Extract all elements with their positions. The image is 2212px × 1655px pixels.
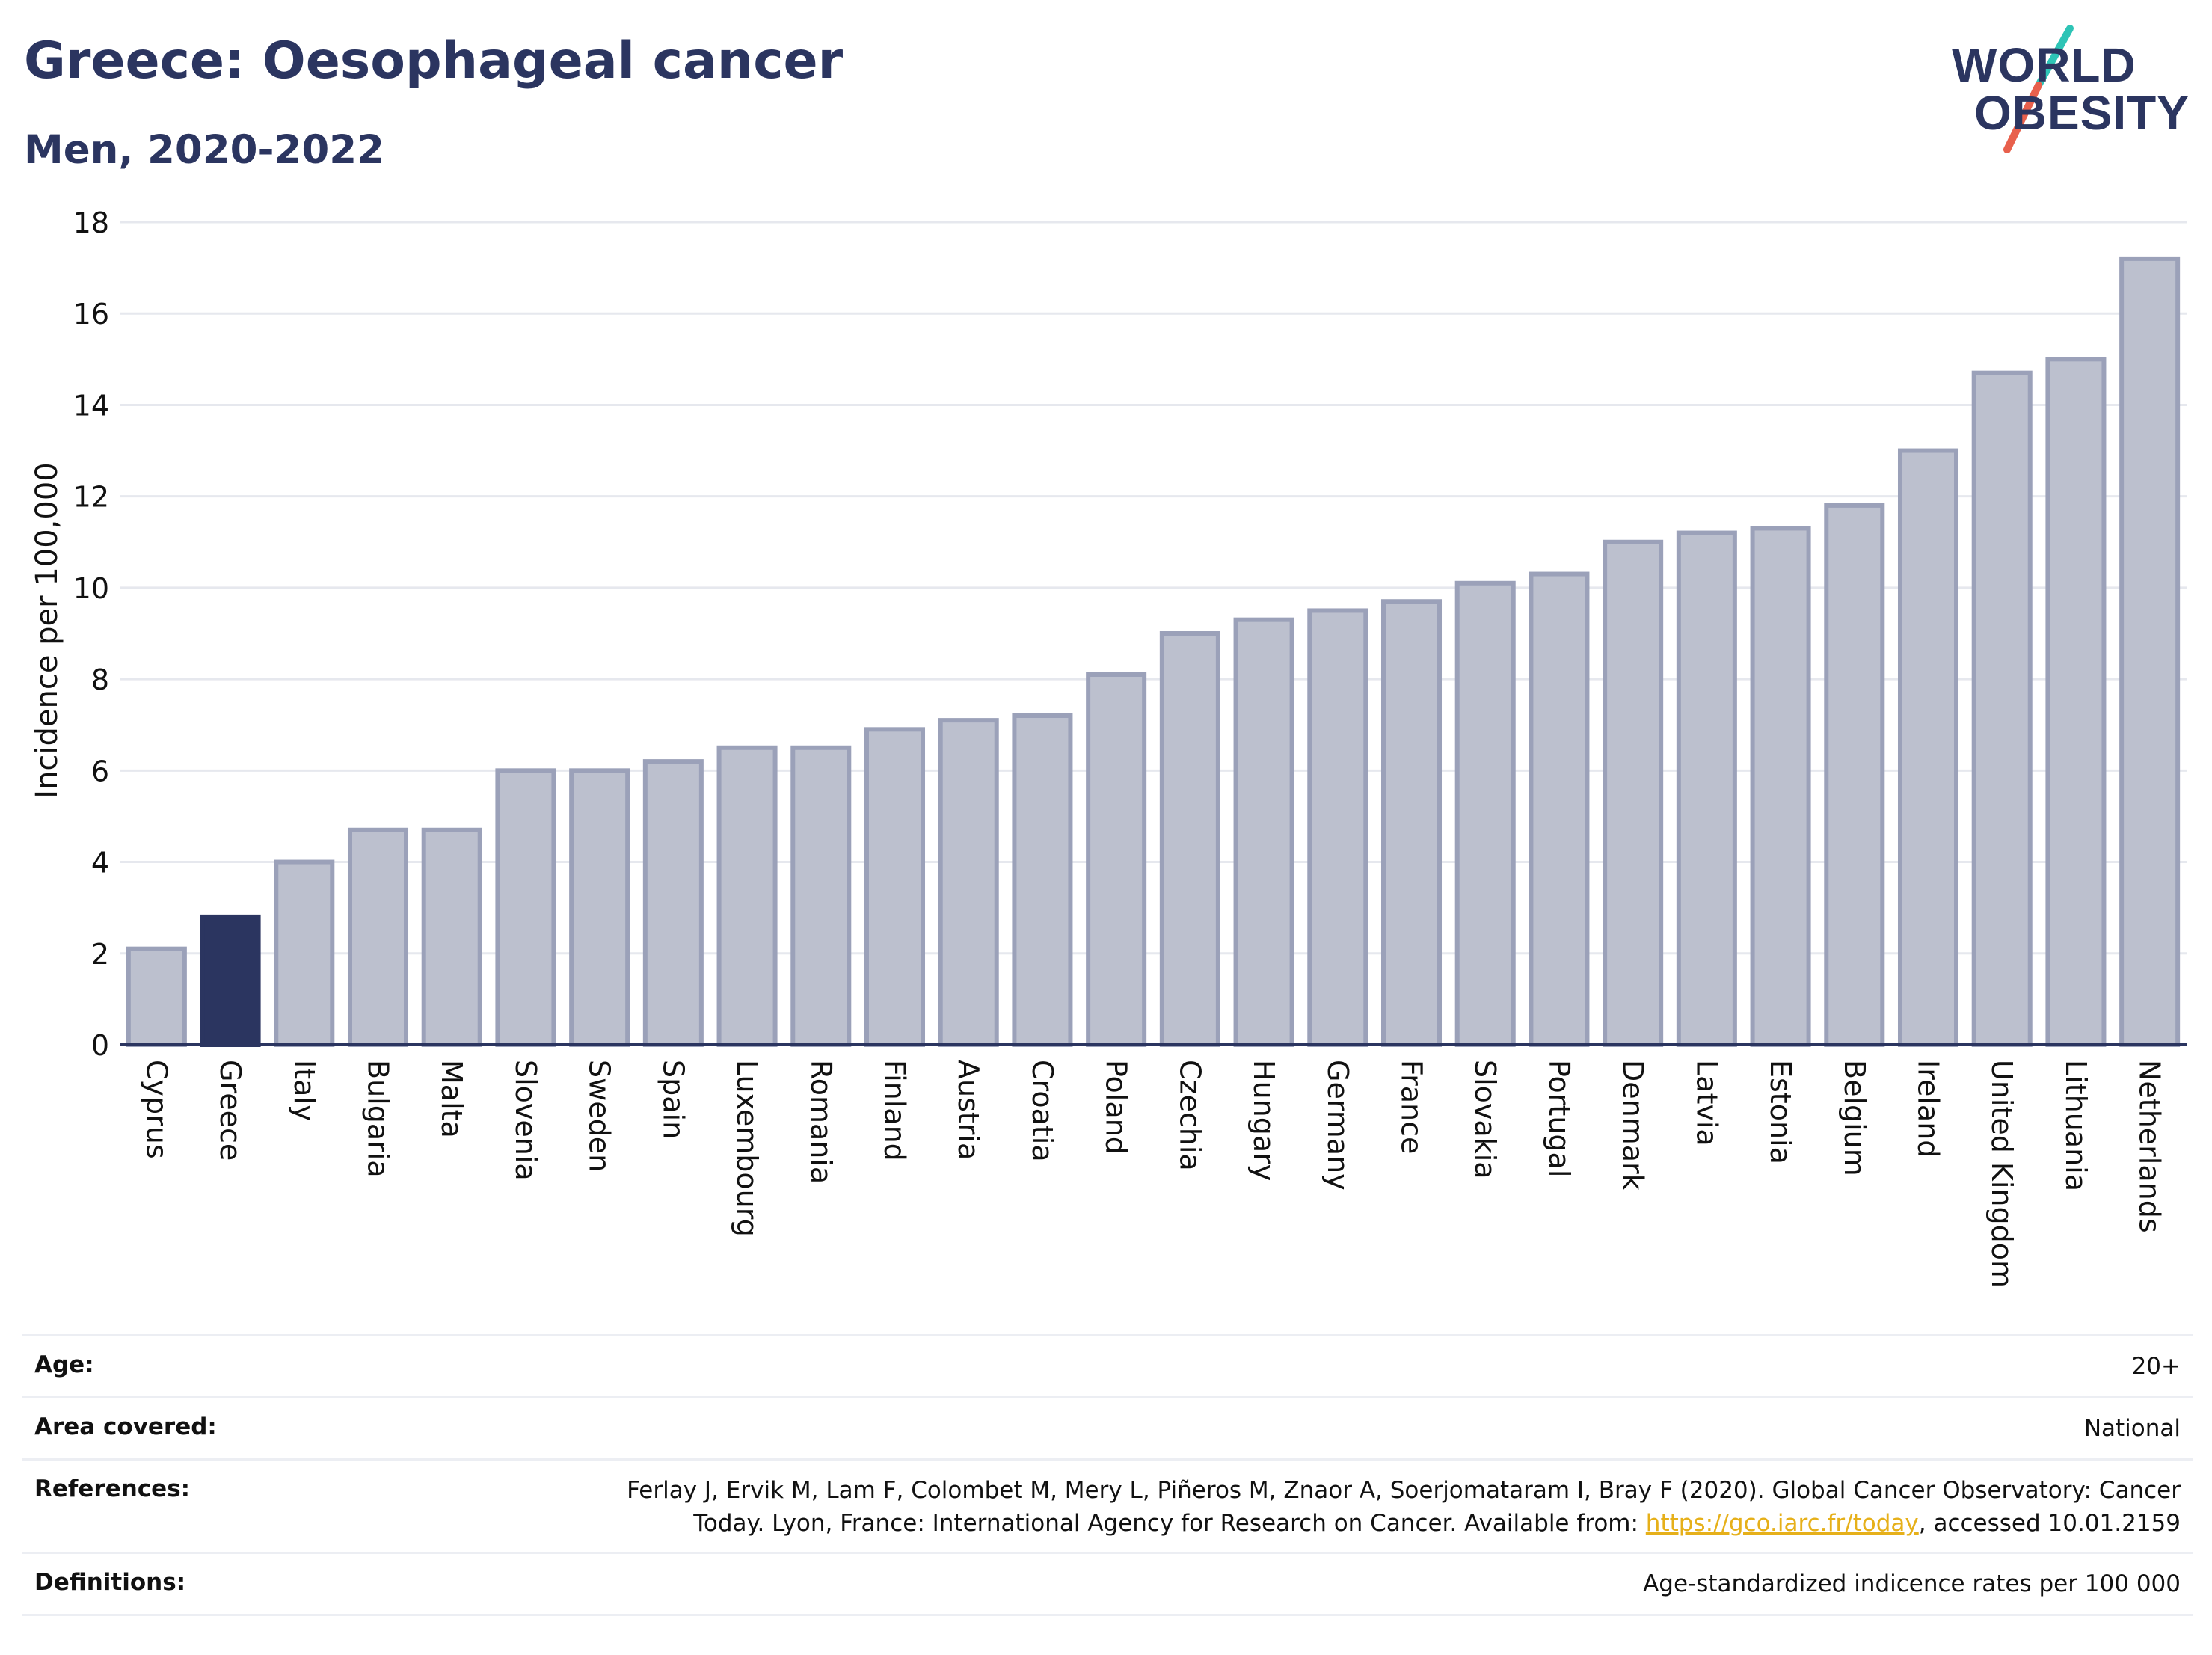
y-tick-label: 4 (91, 847, 109, 879)
bar-finland (864, 727, 926, 1047)
x-tick-label: Finland (879, 1060, 912, 1161)
x-tick-label: Poland (1100, 1060, 1133, 1155)
bars (126, 256, 2181, 1048)
info-row-references: References: Ferlay J, Ervik M, Lam F, Co… (22, 1458, 2193, 1552)
x-tick-label: Luxembourg (731, 1060, 764, 1237)
x-tick-label: Italy (288, 1060, 321, 1121)
logo-line-2: OBESITY (1974, 86, 2190, 140)
info-row-age: Age: 20+ (22, 1334, 2193, 1396)
bar-netherlands (2119, 256, 2181, 1047)
x-tick-label: Austria (952, 1060, 985, 1160)
world-obesity-logo: WORLD OBESITY (1952, 22, 2199, 157)
age-value: 20+ (2131, 1353, 2181, 1380)
bar-ireland (1897, 448, 1959, 1047)
info-row-definitions: Definitions: Age-standardized indicence … (22, 1552, 2193, 1616)
references-line-2-suffix: , accessed 10.01.2159 (1918, 1510, 2181, 1537)
bar-denmark (1603, 539, 1664, 1047)
y-tick-label: 16 (73, 298, 109, 331)
references-label: References: (34, 1476, 191, 1502)
y-tick-label: 14 (73, 389, 109, 422)
area-value: National (2083, 1415, 2181, 1442)
y-tick-label: 6 (91, 755, 109, 787)
info-table: Age: 20+ Area covered: National Referenc… (22, 1334, 2193, 1616)
bar-czechia (1159, 631, 1220, 1047)
bar-cyprus (126, 946, 187, 1047)
bar-romania (790, 745, 852, 1047)
x-tick-label: Malta (435, 1060, 468, 1138)
bar-chart: 0 2 4 6 8 10 12 14 16 18 Cyprus Greece Italy Bulgari… (30, 206, 2187, 1288)
bar-united-kingdom (1971, 370, 2033, 1047)
bar-latvia (1676, 530, 1737, 1047)
bar-greece (200, 914, 261, 1048)
age-label: Age: (34, 1351, 94, 1378)
x-tick-label: Croatia (1026, 1060, 1059, 1162)
bar-croatia (1012, 713, 1073, 1047)
x-tick-label: Cyprus (140, 1060, 173, 1159)
y-axis-label: Incidence per 100,000 (30, 462, 64, 799)
x-tick-label: Czechia (1173, 1060, 1206, 1171)
bar-belgium (1824, 503, 1885, 1047)
area-label: Area covered: (34, 1413, 217, 1440)
x-tick-label: Ireland (1912, 1060, 1945, 1158)
x-tick-label: Slovakia (1469, 1060, 1502, 1179)
bar-sweden (569, 768, 630, 1047)
x-tick-label: Sweden (583, 1060, 616, 1172)
y-axis: 0 2 4 6 8 10 12 14 16 18 (73, 206, 109, 1062)
x-tick-label: Netherlands (2133, 1060, 2166, 1233)
bar-slovenia (495, 768, 556, 1047)
logo-line-1: WORLD (1952, 38, 2136, 92)
x-tick-label: Slovenia (509, 1060, 542, 1181)
bar-italy (274, 859, 335, 1047)
references-line-2-prefix: Today. Lyon, France: International Agenc… (693, 1510, 1646, 1537)
x-tick-label: Belgium (1838, 1060, 1871, 1176)
x-tick-label: Greece (214, 1060, 247, 1161)
references-link[interactable]: https://gco.iarc.fr/today (1645, 1510, 1919, 1537)
x-axis: Cyprus Greece Italy Bulgaria Malta Slovenia Sw… (120, 1043, 2187, 1288)
bar-hungary (1233, 617, 1294, 1047)
x-tick-label: Latvia (1690, 1060, 1723, 1146)
references-value: Ferlay J, Ervik M, Lam F, Colombet M, Me… (627, 1474, 2181, 1540)
y-tick-label: 12 (73, 481, 109, 514)
bar-lithuania (2045, 357, 2107, 1048)
x-tick-label: Bulgaria (362, 1060, 395, 1178)
bar-austria (938, 718, 999, 1047)
x-tick-label: France (1395, 1060, 1428, 1154)
bar-spain (642, 759, 704, 1047)
y-tick-label: 18 (73, 206, 109, 239)
bar-germany (1307, 608, 1368, 1047)
x-tick-label: Portugal (1543, 1060, 1576, 1177)
info-row-area: Area covered: National (22, 1396, 2193, 1458)
definitions-label: Definitions: (34, 1569, 186, 1596)
bar-portugal (1529, 571, 1590, 1047)
bar-estonia (1750, 526, 1811, 1047)
x-tick-label: Spain (657, 1060, 689, 1139)
x-tick-label: United Kingdom (1985, 1060, 2018, 1288)
logo-slash-icon (2003, 25, 2074, 153)
y-tick-label: 10 (73, 572, 109, 605)
chart-title: Greece: Oesophageal cancer (24, 31, 844, 90)
x-tick-label: Germany (1321, 1060, 1354, 1191)
y-tick-label: 2 (91, 938, 109, 971)
bar-france (1380, 599, 1443, 1047)
bar-poland (1086, 672, 1147, 1047)
x-tick-label: Estonia (1764, 1060, 1797, 1164)
bar-slovakia (1454, 580, 1516, 1047)
bar-luxembourg (716, 745, 778, 1047)
references-line-1: Ferlay J, Ervik M, Lam F, Colombet M, Me… (627, 1477, 2181, 1504)
y-tick-label: 8 (91, 663, 109, 696)
bar-bulgaria (347, 827, 409, 1047)
x-tick-label: Hungary (1247, 1060, 1280, 1181)
bar-malta (421, 827, 482, 1047)
y-tick-label: 0 (91, 1029, 109, 1062)
x-tick-label: Denmark (1617, 1060, 1650, 1191)
definitions-value: Age-standardized indicence rates per 100… (1643, 1570, 2181, 1597)
x-tick-label: Lithuania (2059, 1060, 2092, 1191)
x-tick-label: Romania (805, 1060, 838, 1184)
chart-subtitle: Men, 2020-2022 (24, 127, 385, 173)
